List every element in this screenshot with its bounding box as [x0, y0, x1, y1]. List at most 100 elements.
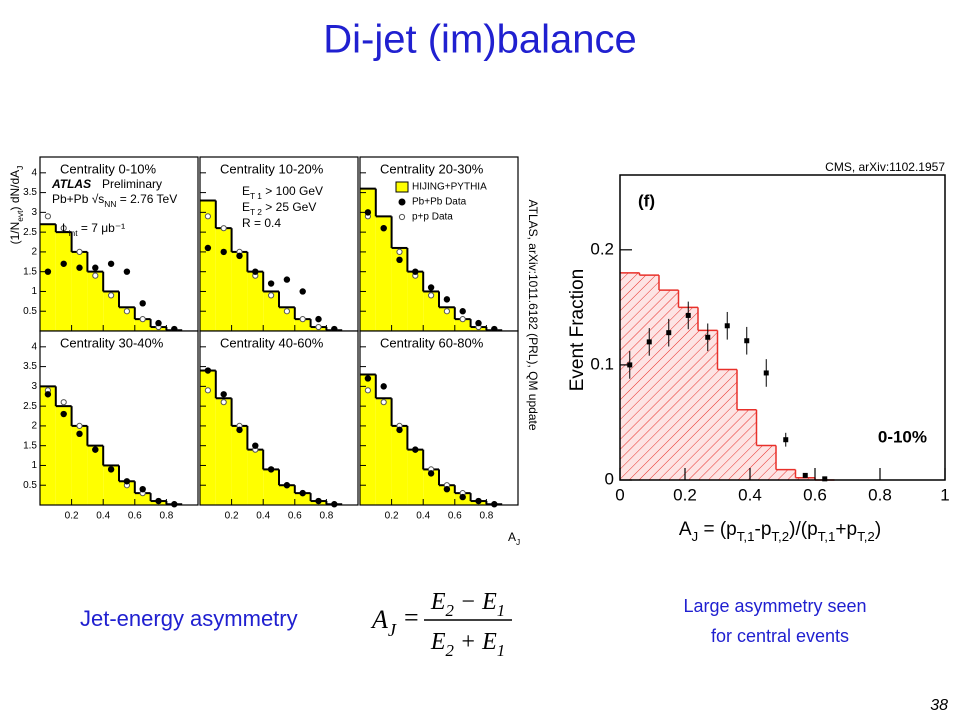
y-tick-label: 0.2	[590, 239, 614, 258]
luminosity-label-part: = 7 μb⁻¹	[78, 221, 126, 235]
pbpb-point	[427, 470, 435, 477]
pbpb-point	[220, 248, 227, 256]
formula-lhs-part: J	[388, 620, 397, 640]
pbpb-point	[44, 391, 52, 398]
pbpb-point	[60, 260, 67, 267]
x-tick-label: 0.6	[448, 511, 462, 522]
pp-point	[123, 308, 131, 315]
data-point	[646, 339, 652, 345]
pbpb-point	[412, 268, 419, 275]
x-tick-label: 0.4	[416, 511, 430, 522]
x-axis-label: AJ	[508, 530, 520, 547]
x-axis-label-part: J	[692, 529, 699, 544]
atlas-citation: ATLAS, arXiv:1011.6182 (PRL), QM update	[526, 199, 540, 430]
pbpb-point	[107, 260, 115, 267]
pbpb-point	[364, 209, 372, 216]
histogram-bin	[119, 307, 135, 331]
histogram-bin	[360, 374, 376, 505]
right-caption: for central events	[711, 626, 849, 646]
histogram-bin	[87, 271, 104, 331]
cut-label-part: T 2	[250, 207, 262, 217]
pbpb-point	[236, 426, 243, 434]
x-tick-label: 0.4	[96, 511, 110, 522]
pbpb-point	[139, 300, 146, 307]
data-point	[783, 437, 789, 443]
histogram-bin	[103, 465, 119, 505]
pp-point	[299, 316, 306, 323]
legend-swatch	[395, 181, 409, 193]
pbpb-point	[396, 426, 403, 434]
pp-point	[139, 316, 146, 323]
pp-point	[268, 292, 275, 299]
x-axis-label-part: T,2	[857, 529, 875, 544]
pbpb-point	[299, 288, 306, 295]
data-point	[822, 476, 828, 482]
histogram-bin	[423, 291, 439, 331]
pbpb-point	[204, 244, 212, 252]
formula-denominator-part: 2	[446, 641, 455, 660]
pbpb-point	[92, 264, 99, 271]
histogram-bin	[40, 386, 56, 505]
pbpb-point	[155, 497, 162, 505]
x-axis-label-part: T,1	[818, 529, 836, 544]
x-tick-label: 0.2	[673, 485, 697, 504]
panel-title: Centrality 30-40%	[60, 335, 164, 350]
pbpb-point	[412, 446, 419, 453]
pbpb-point	[475, 497, 482, 505]
histogram-bin	[55, 232, 72, 331]
histogram-bin	[639, 275, 659, 480]
energy-label-part: Pb+Pb √s	[52, 192, 104, 206]
pp-point	[283, 308, 290, 315]
pp-point	[459, 316, 466, 323]
histogram-bin	[391, 425, 408, 505]
pbpb-point	[380, 224, 387, 232]
luminosity-label: Lint = 7 μb⁻¹	[62, 221, 125, 238]
pbpb-point	[459, 308, 466, 315]
histogram-bin	[247, 449, 264, 505]
histogram-bin	[279, 485, 295, 505]
formula-caption: Jet-energy asymmetry	[80, 606, 298, 631]
pbpb-point	[171, 501, 178, 508]
pp-point	[60, 225, 67, 232]
pbpb-point	[396, 256, 403, 264]
pbpb-point	[76, 430, 83, 438]
pp-point	[204, 213, 211, 220]
x-axis-label-part: T,1	[737, 529, 755, 544]
histogram-bin	[215, 228, 232, 331]
histogram-bin	[756, 445, 776, 480]
page-number: 38	[930, 697, 948, 714]
x-tick-label: 0.6	[288, 511, 302, 522]
pbpb-point	[491, 501, 498, 508]
x-tick-label: 0.2	[385, 511, 399, 522]
pbpb-point	[155, 319, 162, 327]
histogram-bin	[423, 469, 439, 505]
panel-title: Centrality 10-20%	[220, 161, 324, 176]
x-axis-label-part: -p	[755, 519, 772, 540]
histogram-bin	[659, 290, 679, 480]
pbpb-point	[76, 264, 83, 271]
luminosity-label-part: L	[62, 221, 69, 235]
histogram-bin	[55, 406, 72, 505]
pbpb-point	[60, 410, 67, 418]
data-point	[744, 338, 750, 344]
y-tick-label: 3.5	[23, 187, 37, 198]
y-tick-label: 0.5	[23, 480, 37, 491]
histogram-bin	[215, 398, 232, 505]
energy-label-part: NN	[104, 199, 116, 209]
cms-citation: CMS, arXiv:1102.1957	[825, 160, 945, 174]
pbpb-point	[283, 482, 291, 489]
data-point	[685, 312, 691, 318]
pbpb-point	[139, 485, 146, 493]
x-tick-label: 0.2	[225, 511, 239, 522]
y-tick-label: 3.5	[23, 361, 37, 372]
slide-title: Di-jet (im)balance	[323, 18, 636, 62]
pbpb-point	[44, 268, 52, 275]
y-tick-label: 3	[31, 207, 37, 218]
panel-title: Centrality 0-10%	[60, 161, 157, 176]
histogram-bin	[71, 425, 88, 505]
pp-point	[315, 323, 322, 331]
x-tick-label: 0.8	[868, 485, 892, 504]
histogram-bin	[231, 425, 248, 505]
histogram-bin	[776, 469, 796, 480]
x-axis-label-part: A	[508, 530, 516, 544]
